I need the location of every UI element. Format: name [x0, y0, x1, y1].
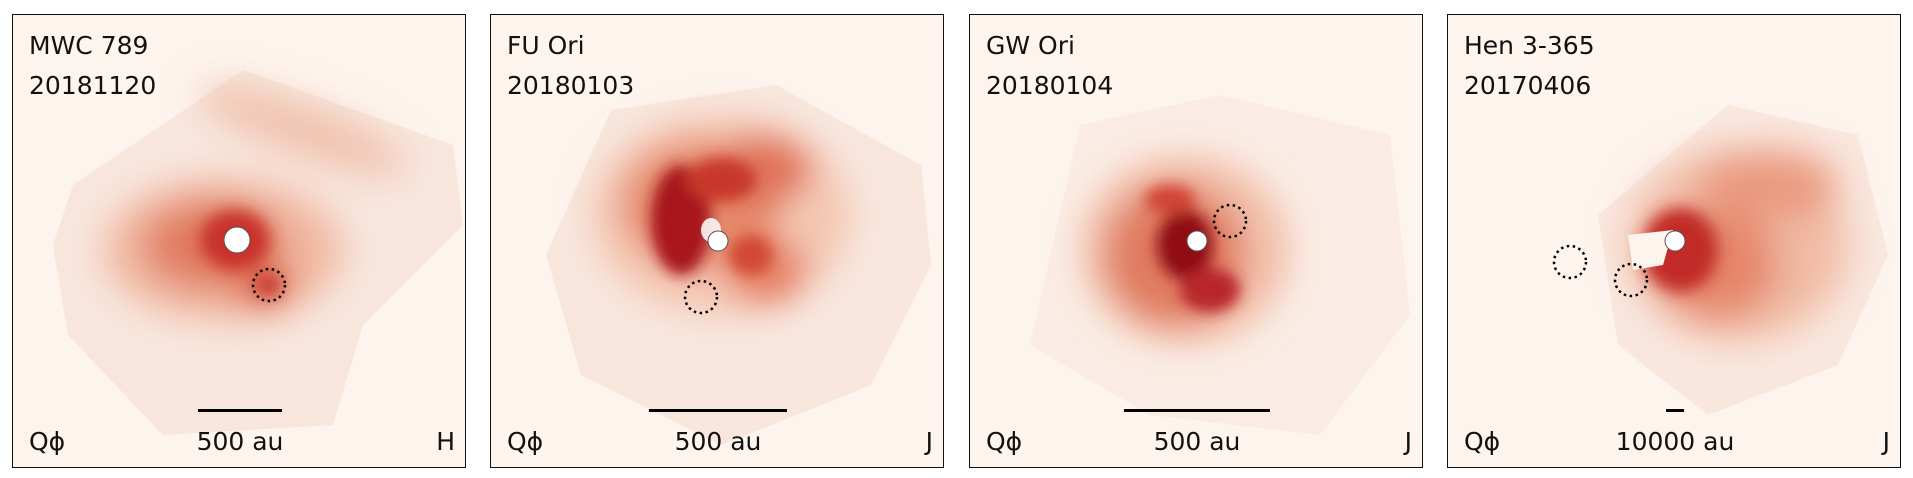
observation-date: 20181120	[29, 71, 157, 100]
band-label: J	[1404, 427, 1412, 456]
target-name: Hen 3-365	[1464, 31, 1595, 60]
observation-date: 20170406	[1464, 71, 1592, 100]
band-label: J	[925, 427, 933, 456]
observation-date: 20180104	[986, 71, 1114, 100]
stokes-label: Qϕ	[1464, 427, 1501, 456]
panel-hen-3-365: Hen 3-365 20170406 Qϕ 10000 au J	[1447, 14, 1901, 468]
panel-fu-ori: FU Ori 20180103 Qϕ 500 au J	[490, 14, 944, 468]
polarized-intensity-image	[53, 70, 463, 435]
companion-marker	[251, 267, 287, 303]
stokes-label: Qϕ	[986, 427, 1023, 456]
scale-bar	[1666, 409, 1684, 412]
target-name: MWC 789	[29, 31, 149, 60]
companion-marker	[1212, 203, 1248, 239]
band-label: J	[1882, 427, 1890, 456]
companion-marker	[1613, 262, 1649, 298]
scale-label: 500 au	[674, 427, 762, 456]
stokes-label: Qϕ	[507, 427, 544, 456]
target-name: GW Ori	[986, 31, 1075, 60]
scale-label: 500 au	[1153, 427, 1241, 456]
target-name: FU Ori	[507, 31, 585, 60]
coronagraph-mask	[707, 230, 729, 252]
coronagraph-mask	[223, 226, 251, 254]
scale-bar	[649, 409, 787, 412]
scale-bar	[1124, 409, 1270, 412]
polarized-intensity-image	[546, 85, 931, 445]
scale-label: 500 au	[196, 427, 284, 456]
observation-date: 20180103	[507, 71, 635, 100]
panel-gw-ori: GW Ori 20180104 Qϕ 500 au J	[969, 14, 1423, 468]
coronagraph-mask	[1186, 230, 1208, 252]
companion-marker	[1552, 244, 1588, 280]
scale-label: 10000 au	[1615, 427, 1735, 456]
coronagraph-mask	[1664, 230, 1686, 252]
polarized-intensity-image	[1552, 105, 1888, 415]
band-label: H	[436, 427, 455, 456]
companion-marker	[683, 279, 719, 315]
polarized-intensity-image	[1030, 95, 1410, 435]
panel-mwc-789: MWC 789 20181120 Qϕ 500 au H	[12, 14, 466, 468]
scale-bar	[198, 409, 282, 412]
stokes-label: Qϕ	[29, 427, 66, 456]
